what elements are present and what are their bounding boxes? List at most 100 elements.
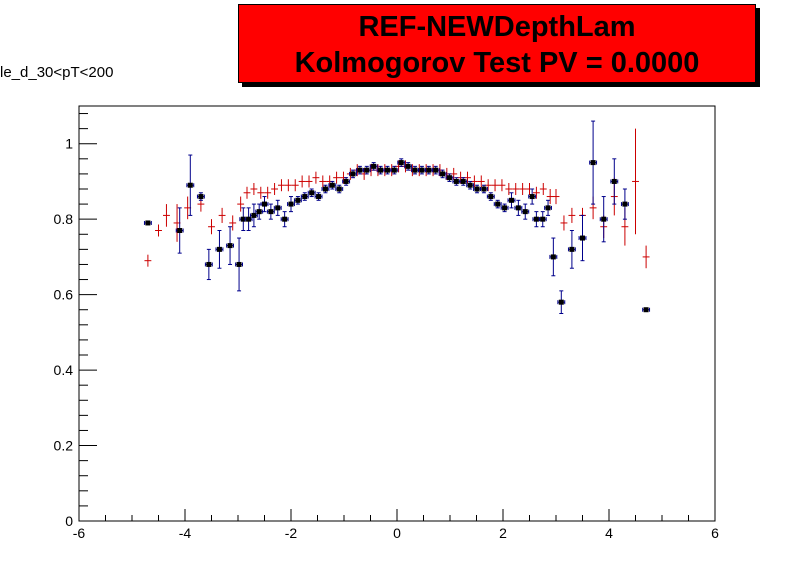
new-point-marker [236,261,242,267]
ref-data-point [512,183,520,195]
ref-data-point [491,179,499,192]
new-data-point [578,214,587,262]
y-tick-label: 0 [65,513,73,529]
new-data-point [143,220,152,226]
new-data-point [493,199,502,209]
new-point-marker [227,243,233,249]
new-data-point [369,162,378,171]
new-point-marker [460,178,466,184]
new-data-point [342,177,351,186]
new-point-marker [569,246,575,252]
new-data-point [599,196,608,243]
new-point-marker [350,171,356,177]
new-point-marker [405,163,411,169]
ref-data-point [498,179,506,192]
new-data-point [544,199,552,216]
new-point-marker [240,216,246,222]
new-data-point [532,211,541,228]
new-data-point [397,158,406,167]
new-point-marker [398,160,404,166]
ref-data-point [257,186,265,199]
x-tick-label: -6 [73,525,86,541]
new-point-marker [643,307,649,313]
new-point-marker [433,167,439,173]
ref-data-point [144,254,152,267]
new-point-marker [384,167,390,173]
new-point-marker [611,178,617,184]
new-point-marker [412,167,418,173]
new-data-point [273,199,282,216]
ref-data-point [539,183,547,195]
new-point-marker [467,182,473,188]
new-data-point [280,211,289,228]
ref-data-point [333,171,341,184]
histogram-name-label: le_d_30<pT<200 [0,64,114,81]
chart-title: REF-NEWDepthLam [358,11,636,43]
new-data-point [362,165,371,175]
new-data-point [249,203,258,228]
chart-subtitle-kolmogorov: Kolmogorov Test PV = 0.0000 [294,47,700,79]
ref-data-point [163,204,170,227]
new-point-marker [145,220,151,226]
x-tick-label: -4 [179,525,192,541]
ref-data-point [237,196,245,212]
new-point-marker [251,212,257,218]
new-point-marker [488,194,494,200]
new-point-marker [590,160,596,166]
new-data-point [321,184,330,194]
new-point-marker [540,216,546,222]
x-tick-label: 6 [711,525,719,541]
new-data-point [445,173,454,182]
x-tick-label: 2 [499,525,507,541]
new-point-marker [529,194,535,200]
new-point-marker [329,182,335,188]
ref-data-point [218,207,226,223]
new-point-marker [453,178,459,184]
new-point-marker [275,205,281,211]
new-point-marker [302,194,308,200]
new-data-point [486,192,495,201]
new-data-point [260,196,269,213]
new-data-point [431,165,440,175]
new-data-point [266,203,275,220]
new-data-point [417,165,426,175]
new-point-marker [545,205,551,211]
ref-data-point [243,186,251,199]
new-point-marker [262,201,267,207]
new-point-marker [481,186,487,192]
plot-frame [78,105,716,522]
new-data-point [438,169,447,179]
new-data-point [459,177,468,186]
x-tick-label: 0 [393,525,401,541]
new-point-marker [495,201,501,207]
new-data-point [642,307,651,313]
new-point-marker [474,186,480,192]
new-point-marker [206,261,212,267]
new-data-point [335,184,344,194]
new-data-point [610,158,619,205]
new-data-point [466,180,475,190]
new-point-marker [343,178,349,184]
new-data-point [215,230,224,269]
new-point-marker [316,194,322,200]
new-data-point [204,248,213,281]
x-tick-label: -2 [285,525,298,541]
chart-title-box: REF-NEWDepthLam Kolmogorov Test PV = 0.0… [238,4,756,83]
new-point-marker [391,167,397,173]
ref-data-point [532,186,540,199]
new-data-point [404,162,413,171]
new-point-marker [515,205,521,211]
new-point-marker [522,209,528,215]
ref-data-point [284,179,292,192]
new-data-point [314,192,323,201]
ref-data-point [250,183,258,195]
ref-data-point [271,183,279,195]
new-data-point [479,184,488,194]
new-data-point [300,192,309,201]
new-data-point [528,188,537,205]
new-point-marker [309,190,315,196]
new-point-marker [357,167,363,173]
ref-data-point [319,175,327,188]
ref-data-point [519,183,527,195]
